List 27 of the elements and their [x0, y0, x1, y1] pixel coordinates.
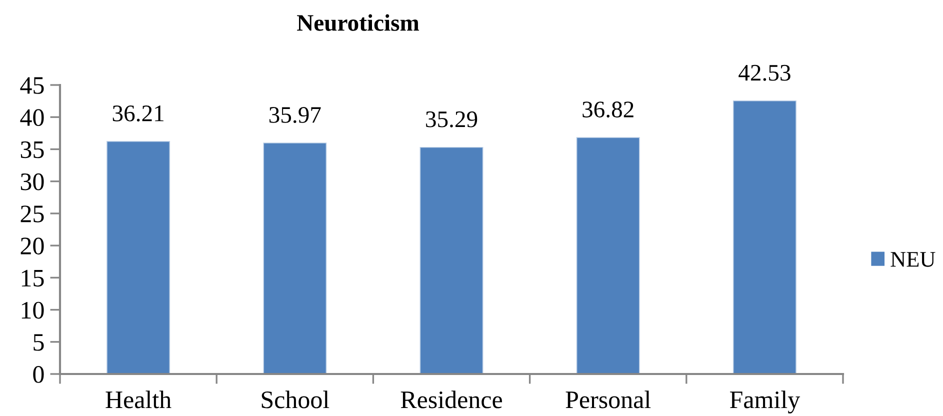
- bar: [106, 141, 170, 374]
- x-tick-label: Residence: [400, 390, 502, 408]
- y-tick-label: 40: [20, 109, 44, 126]
- y-tick-label: 45: [20, 77, 44, 94]
- chart-title: Neuroticism: [297, 14, 420, 31]
- y-tick-label: 0: [33, 366, 44, 383]
- data-label: 35.29: [426, 111, 478, 128]
- y-tick-label: 15: [22, 270, 44, 287]
- data-label: 42.53: [738, 64, 790, 81]
- x-tick-label: Personal: [566, 390, 651, 408]
- y-tick-label: 35: [20, 141, 44, 158]
- data-label: 36.82: [582, 102, 634, 118]
- y-tick-label: 10: [22, 302, 44, 319]
- y-tick-label: 5: [34, 334, 44, 351]
- y-tick-label: 20: [20, 238, 44, 254]
- bar: [420, 146, 484, 374]
- data-label: 35.97: [269, 107, 321, 124]
- x-tick-label: Health: [106, 390, 172, 408]
- bar: [263, 142, 327, 374]
- x-tick-label: Family: [730, 390, 800, 414]
- bar: [576, 137, 640, 374]
- x-tick-label: School: [262, 390, 330, 408]
- y-tick-label: 25: [20, 206, 44, 222]
- y-tick-label: 30: [20, 173, 44, 190]
- legend-label: NEU: [890, 252, 936, 267]
- bar: [732, 100, 796, 374]
- data-label: 36.21: [112, 106, 164, 122]
